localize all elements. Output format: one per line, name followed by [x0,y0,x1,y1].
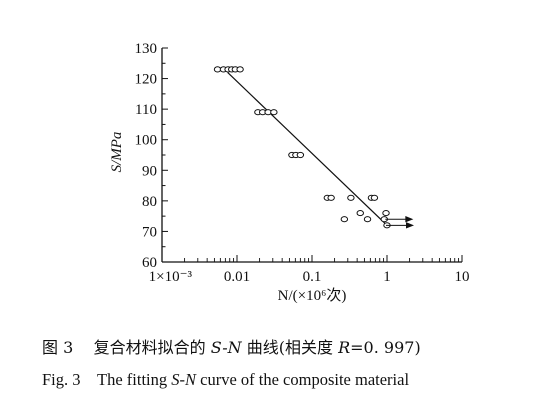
runout-arrow-head [405,216,414,223]
caption-cn-sn: S-N [210,338,242,357]
y-axis-label: S/MPa [109,132,125,173]
data-points [213,66,391,229]
caption-en-text-after: curve of the composite material [196,370,410,389]
fit-line [227,72,388,226]
chart-axes [161,48,462,263]
data-point [340,216,349,223]
y-tick-label: 70 [142,224,157,240]
caption-en-text-before: The fitting [97,370,172,389]
y-tick-label: 120 [135,72,158,88]
x-tick-label: 1×10⁻³ [149,269,193,285]
data-point [270,109,278,116]
x-tick-label: 0.01 [224,269,250,285]
x-tick-label: 10 [455,269,470,285]
caption-chinese: 图 3 复合材料拟合的 S-N 曲线(相关度 R=0. 997) [42,334,421,358]
data-point [356,209,364,217]
x-axis-label: N/(×10⁶次) [278,287,347,304]
data-point [363,216,372,223]
data-point [327,194,335,201]
data-point [370,194,379,201]
x-tick-label: 1 [383,269,391,285]
caption-cn-text-after: 曲线(相关度 [241,338,339,357]
caption-cn-r-value: =0. 997) [350,338,421,357]
data-point [347,194,355,201]
y-tick-label: 110 [135,102,157,118]
y-tick-label: 60 [142,255,157,271]
caption-cn-r: R [338,338,351,357]
y-tick-label: 100 [135,133,158,149]
caption-en-sn: S-N [171,370,196,389]
y-tick-label: 130 [135,41,158,57]
fit-line-group [227,72,388,226]
y-tick-label: 80 [142,194,157,210]
x-tick-label: 0.1 [303,269,322,285]
caption-cn-number: 图 3 [42,338,74,357]
runout-arrow-head [406,222,415,229]
caption-en-number: Fig. 3 [42,370,81,389]
caption-cn-text-before: 复合材料拟合的 [93,338,211,357]
data-point [296,151,305,159]
caption-english: Fig. 3 The fitting S-N curve of the comp… [42,370,409,390]
y-axis-label-text: S/MPa [109,132,125,173]
data-point [382,209,390,217]
data-point [236,66,244,73]
y-tick-label: 90 [142,163,157,179]
runout-arrows [385,216,415,229]
